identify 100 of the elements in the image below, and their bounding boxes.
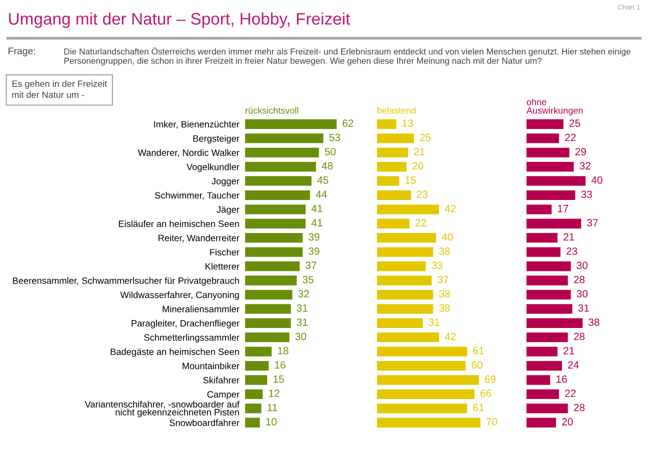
bar bbox=[526, 418, 556, 428]
y-tick-label: Wanderer, Nordic Walker bbox=[138, 149, 240, 158]
bar bbox=[526, 389, 559, 400]
text: Es gehen in der Freizeit mit der Natur um - bbox=[12, 80, 107, 98]
bar bbox=[526, 318, 583, 328]
bar bbox=[377, 162, 407, 172]
y-tick-label: Mineraliensammler bbox=[162, 306, 240, 312]
bar bbox=[526, 346, 558, 356]
bar bbox=[377, 404, 468, 414]
bar bbox=[526, 176, 586, 186]
data-label: 32 bbox=[298, 290, 309, 298]
y-tick-label: Camper bbox=[207, 391, 240, 400]
data-label: 29 bbox=[575, 148, 586, 156]
data-label: 22 bbox=[565, 134, 576, 142]
data-label: 38 bbox=[439, 247, 450, 255]
data-label: 31 bbox=[296, 304, 308, 312]
bar bbox=[245, 418, 260, 428]
bar bbox=[245, 119, 337, 129]
data-label: 25 bbox=[420, 134, 431, 142]
bar bbox=[245, 148, 319, 158]
bar bbox=[377, 332, 440, 342]
y-tick-label: Skifahrer bbox=[203, 376, 240, 384]
data-label: 20 bbox=[562, 418, 573, 426]
bar bbox=[377, 190, 411, 200]
data-label: 28 bbox=[574, 276, 585, 284]
y-tick-label: Vogelkundler bbox=[186, 163, 240, 172]
data-label: 10 bbox=[266, 418, 277, 426]
data-label: 22 bbox=[565, 390, 576, 397]
bar bbox=[526, 119, 564, 129]
data-label: 12 bbox=[269, 390, 280, 397]
bar bbox=[526, 404, 568, 414]
data-label: 23 bbox=[566, 247, 578, 255]
data-label: 25 bbox=[570, 120, 580, 127]
bar bbox=[377, 218, 410, 228]
bar bbox=[377, 375, 479, 385]
data-label: 37 bbox=[438, 276, 448, 284]
bar bbox=[526, 162, 574, 172]
y-tick-label: Paragleiter, Drachenflieger bbox=[132, 320, 240, 328]
data-label: 18 bbox=[278, 346, 288, 354]
bar bbox=[245, 360, 269, 371]
data-label: 39 bbox=[308, 233, 320, 241]
data-label: 33 bbox=[432, 262, 442, 270]
data-label: 48 bbox=[322, 162, 333, 170]
bar bbox=[377, 133, 414, 144]
bar bbox=[377, 304, 434, 314]
data-label: 45 bbox=[317, 176, 328, 184]
bar bbox=[245, 332, 290, 342]
y-tick-label: Snowboardfahrer bbox=[170, 419, 240, 426]
data-label: 21 bbox=[564, 233, 574, 241]
bar bbox=[377, 360, 466, 371]
bar bbox=[377, 276, 432, 286]
data-label: 28 bbox=[574, 332, 585, 340]
bar bbox=[526, 332, 568, 342]
data-label: 23 bbox=[417, 190, 428, 198]
data-label: 30 bbox=[295, 332, 306, 340]
bar bbox=[245, 304, 291, 314]
bar bbox=[526, 304, 572, 314]
bar bbox=[526, 375, 550, 385]
bar bbox=[377, 318, 423, 328]
data-label: 42 bbox=[444, 332, 456, 340]
chart-title: Umgang mit der Natur – Sport, Hobby, Freizeit bbox=[9, 12, 350, 28]
bar bbox=[377, 389, 474, 400]
data-label: 39 bbox=[308, 247, 320, 255]
y-tick-label: Badegäste an heimischen Seen bbox=[110, 348, 239, 357]
bar bbox=[245, 389, 263, 400]
bar bbox=[526, 204, 552, 214]
data-label: 33 bbox=[581, 190, 592, 198]
data-label: 11 bbox=[268, 404, 278, 412]
data-label: 21 bbox=[564, 346, 574, 354]
bar bbox=[245, 204, 306, 214]
bar bbox=[526, 218, 582, 228]
y-tick-label: Beerensammler, Schwammerlsucher für Privatgebrauch bbox=[13, 277, 239, 286]
bar bbox=[526, 148, 570, 158]
data-label: 31 bbox=[296, 318, 308, 326]
data-label: 37 bbox=[587, 219, 598, 226]
data-label: 38 bbox=[439, 290, 450, 298]
y-tick-label: Eisläufer an heimischen Seen bbox=[118, 220, 239, 228]
data-label: 41 bbox=[311, 204, 322, 212]
bar bbox=[526, 233, 558, 243]
text: Frage: bbox=[8, 48, 36, 56]
bar bbox=[245, 247, 303, 257]
y-tick-label: Schwimmer, Taucher bbox=[155, 192, 240, 200]
data-label: 16 bbox=[556, 375, 567, 383]
bar bbox=[245, 375, 268, 385]
data-label: 17 bbox=[558, 204, 568, 212]
bar bbox=[526, 276, 568, 286]
data-label: 44 bbox=[316, 190, 327, 198]
data-label: 66 bbox=[480, 390, 492, 398]
data-label: 38 bbox=[439, 304, 450, 312]
bar bbox=[245, 233, 303, 243]
data-label: 38 bbox=[588, 318, 600, 326]
data-label: 15 bbox=[274, 376, 284, 383]
bar bbox=[245, 218, 306, 228]
data-label: 35 bbox=[302, 276, 314, 284]
bar bbox=[526, 190, 576, 200]
bar bbox=[245, 404, 262, 414]
y-tick-label: Fischer bbox=[210, 248, 240, 256]
series-label: rücksichtsvoll bbox=[246, 107, 298, 114]
y-tick-label: Wildwasserfahrer, Canyoning bbox=[120, 291, 239, 300]
bar bbox=[526, 261, 571, 272]
